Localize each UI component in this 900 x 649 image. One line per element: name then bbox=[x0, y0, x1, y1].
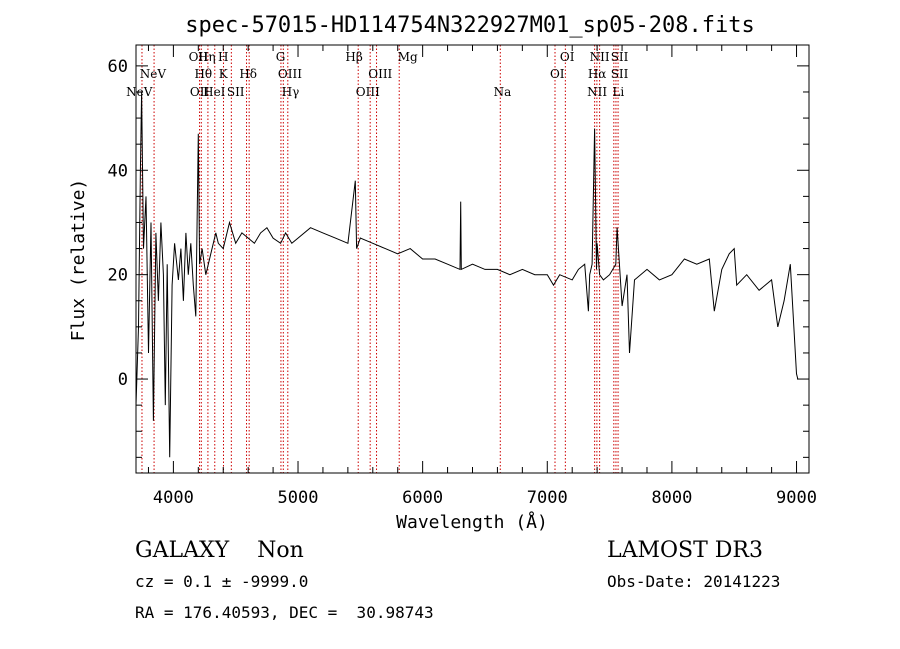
line-label: Hα bbox=[588, 67, 607, 81]
emission-line-markers bbox=[141, 45, 619, 473]
line-label: NII bbox=[587, 85, 607, 99]
spectrum-line bbox=[135, 91, 799, 458]
line-label: SII bbox=[611, 67, 629, 81]
x-tick-label: 9000 bbox=[776, 488, 817, 508]
line-label: HeI bbox=[203, 85, 226, 99]
y-tick-label: 40 bbox=[108, 161, 128, 181]
line-label: Hγ bbox=[282, 85, 300, 99]
line-label: OIII bbox=[368, 67, 392, 81]
coordinates-info: RA = 176.40593, DEC = 30.98743 bbox=[135, 603, 434, 622]
object-class: GALAXY Non bbox=[135, 538, 304, 563]
line-label: OI bbox=[560, 50, 575, 64]
x-axis-label: Wavelength (Å) bbox=[396, 511, 548, 533]
line-label: G bbox=[276, 50, 286, 64]
line-label: OII bbox=[190, 85, 210, 99]
chart-title: spec-57015-HD114754N322927M01_sp05-208.f… bbox=[185, 13, 755, 38]
line-label: Na bbox=[494, 85, 512, 99]
line-label: SII bbox=[611, 50, 629, 64]
x-axis-ticks: 4000 5000 6000 7000 8000 9000 bbox=[147, 45, 817, 508]
line-label: NeV bbox=[140, 67, 167, 81]
line-label: Hθ bbox=[194, 67, 212, 81]
line-label: Li bbox=[612, 85, 624, 99]
survey-name: LAMOST DR3 bbox=[607, 538, 763, 563]
x-tick-label: 8000 bbox=[651, 488, 692, 508]
observation-date: Obs-Date: 20141223 bbox=[607, 572, 781, 591]
line-label: Hη bbox=[198, 50, 216, 64]
x-tick-label: 4000 bbox=[153, 488, 194, 508]
line-label: NII bbox=[590, 50, 610, 64]
line-label: OIII bbox=[278, 67, 302, 81]
y-tick-label: 0 bbox=[118, 370, 128, 390]
emission-line-labels: NeVNeVOIIOIIHηHθHeIHKSIIHδGOIIIHγHβOIIIO… bbox=[126, 50, 629, 99]
y-tick-label: 60 bbox=[108, 57, 128, 77]
x-tick-label: 7000 bbox=[527, 488, 568, 508]
x-tick-label: 5000 bbox=[278, 488, 319, 508]
line-label: H bbox=[218, 50, 228, 64]
y-tick-label: 20 bbox=[108, 266, 128, 286]
redshift-info: cz = 0.1 ± -9999.0 bbox=[135, 572, 309, 591]
line-label: OI bbox=[550, 67, 565, 81]
line-label: K bbox=[219, 67, 229, 81]
line-label: OII bbox=[189, 50, 209, 64]
line-label: Mg bbox=[398, 50, 418, 64]
line-label: SII bbox=[227, 85, 245, 99]
y-axis-label: Flux (relative) bbox=[68, 179, 89, 342]
line-label: Hβ bbox=[345, 50, 362, 64]
line-label: Hδ bbox=[239, 67, 257, 81]
line-label: OIII bbox=[356, 85, 380, 99]
x-tick-label: 6000 bbox=[402, 488, 443, 508]
y-axis-ticks: 0 20 40 60 bbox=[108, 57, 809, 458]
